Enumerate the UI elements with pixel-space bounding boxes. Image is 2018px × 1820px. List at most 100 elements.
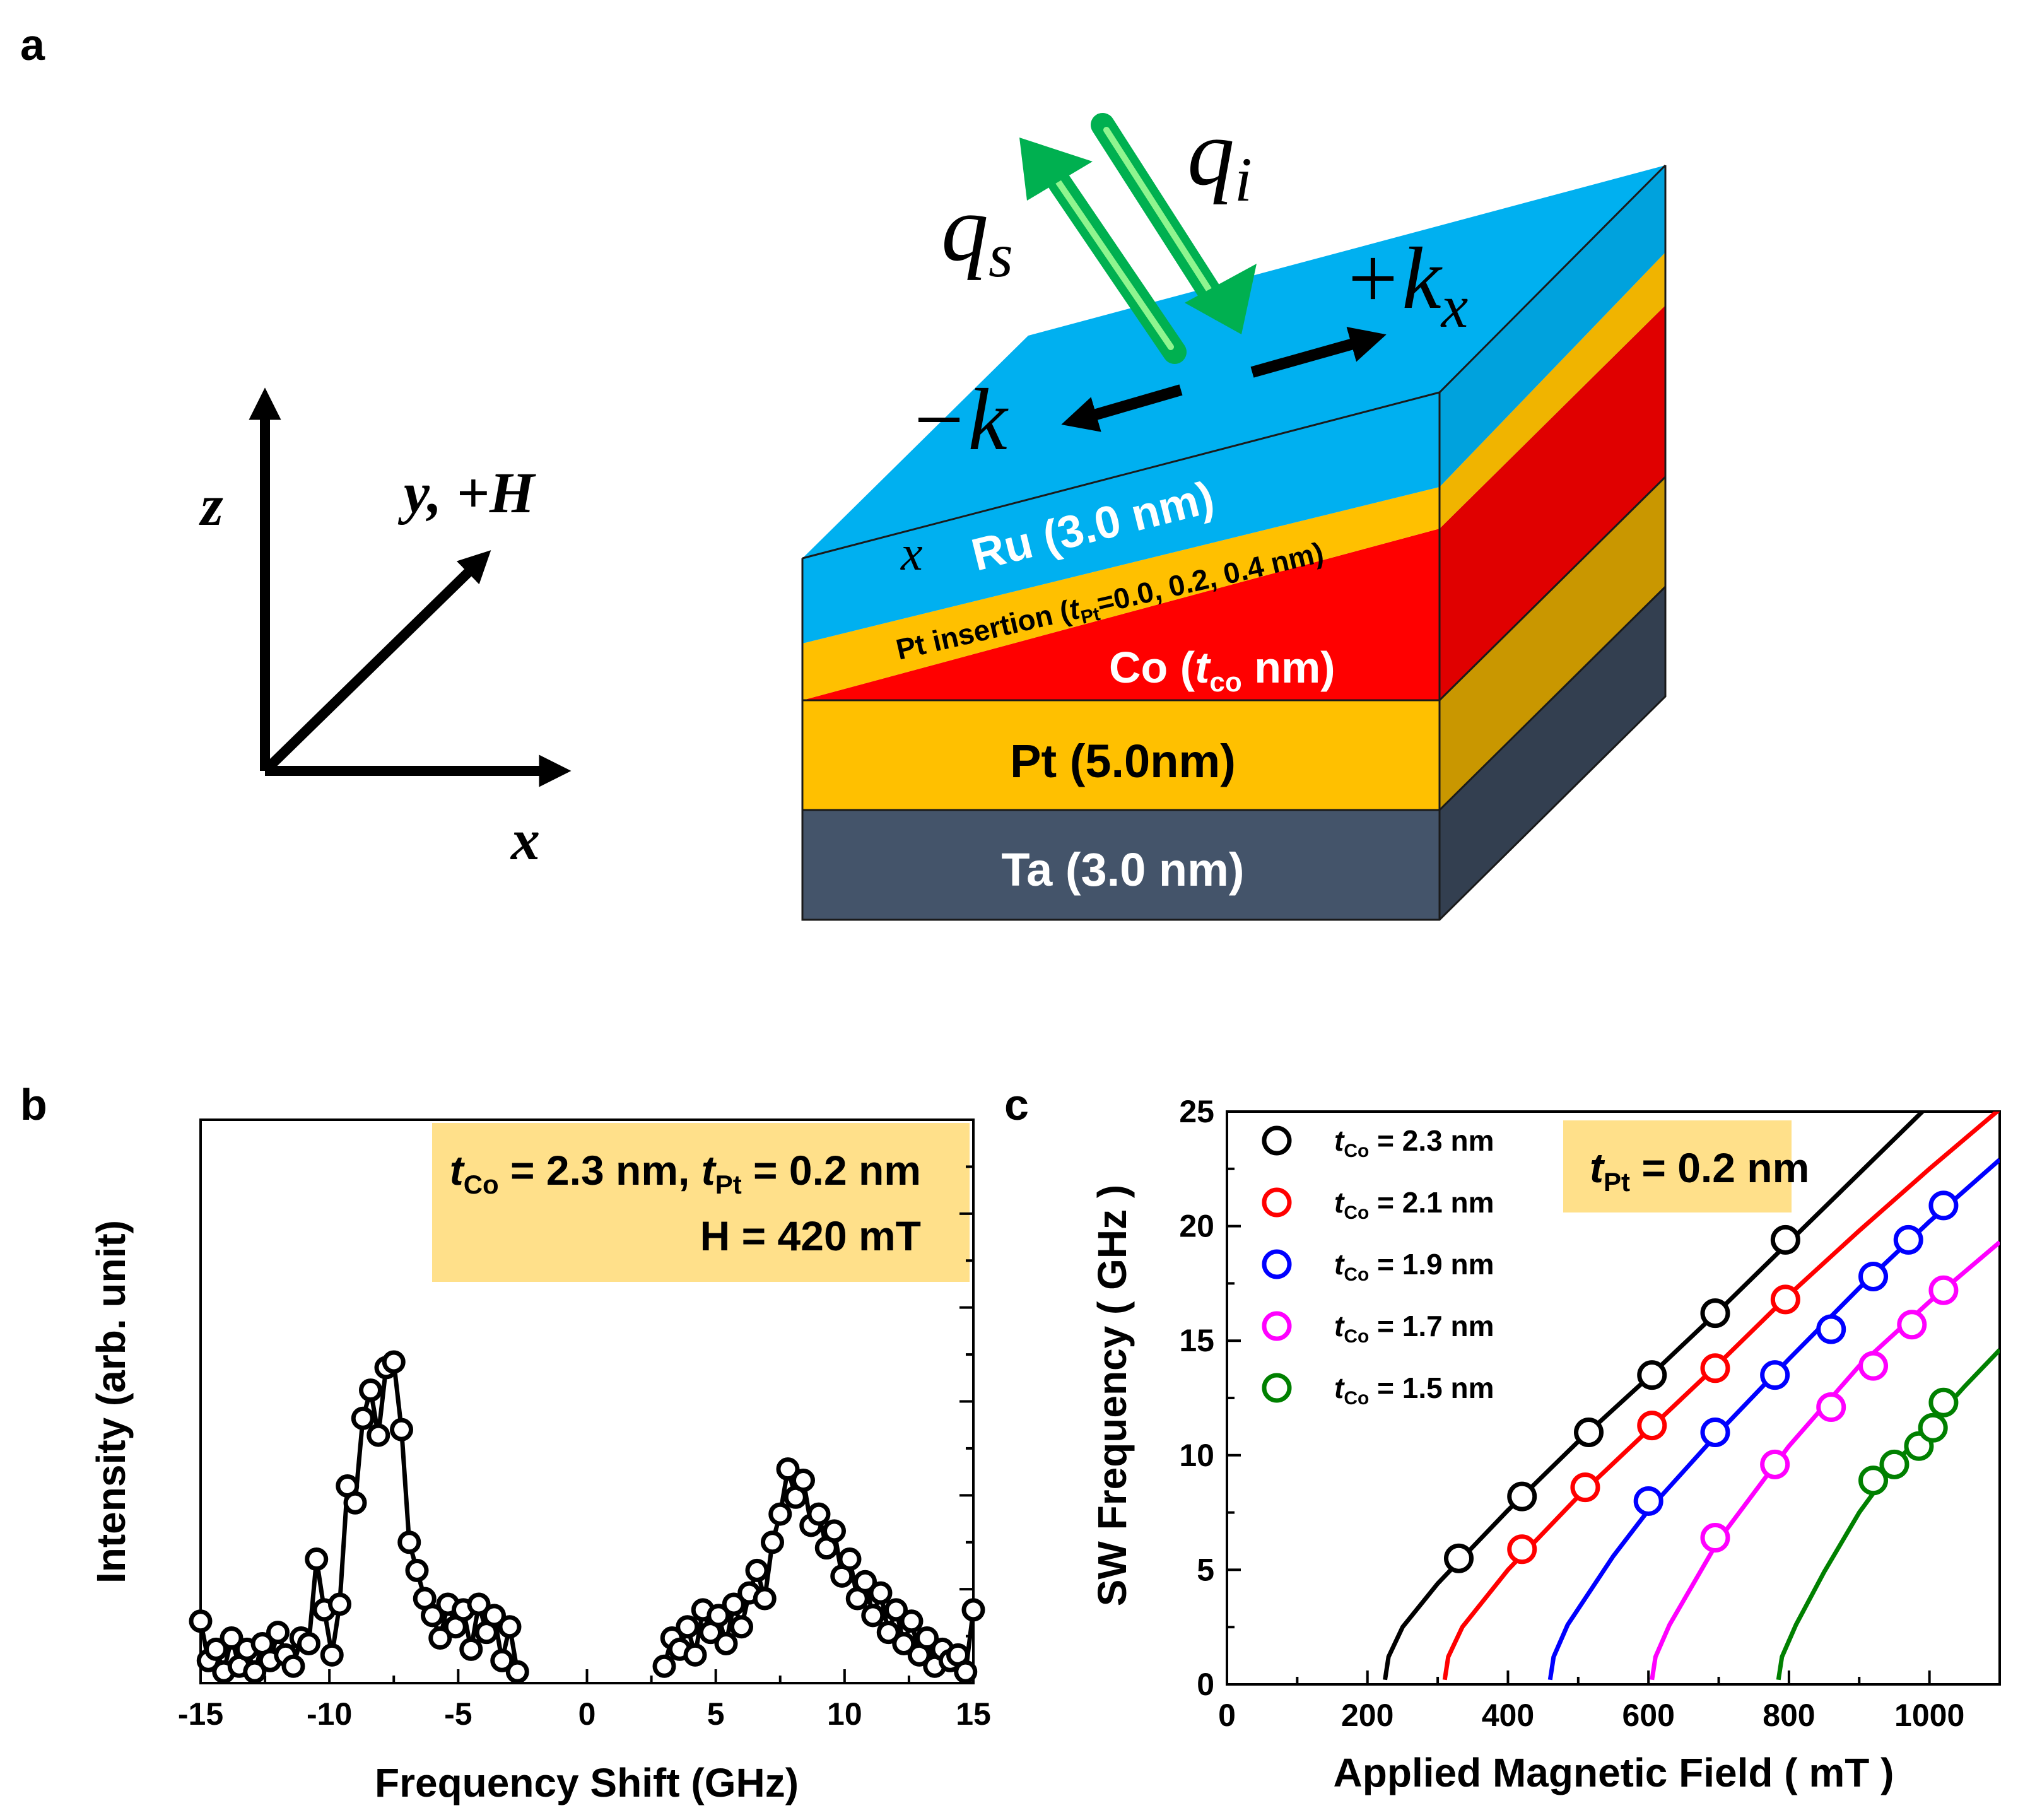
panel-b-data-point — [869, 1581, 893, 1605]
panel-c-data-point — [1928, 1275, 1959, 1305]
panel-c-x-tick-label: 200 — [1341, 1698, 1393, 1733]
panel-c-data-point — [1507, 1534, 1537, 1565]
panel-b-data-point — [305, 1547, 329, 1571]
panel-b-x-tick-label: 0 — [578, 1696, 596, 1732]
panel-b-data-point — [776, 1457, 800, 1481]
z-axis-label: z — [199, 473, 223, 537]
panel-b-data-point — [266, 1621, 290, 1645]
coordinate-axes: z y, +H x — [199, 387, 572, 872]
panel-c-y-tick-label: 15 — [1179, 1323, 1214, 1358]
panel-c-data-point — [1770, 1284, 1800, 1315]
y-field-axis-label: y, +H — [397, 461, 536, 525]
ru-layer-top — [802, 165, 1665, 558]
panel-b-data-point — [320, 1643, 344, 1667]
panel-b-data-point — [421, 1604, 444, 1628]
panel-b-data-point — [397, 1530, 421, 1554]
panel-c-y-tick-label: 10 — [1179, 1438, 1214, 1473]
light-beams: qs qi — [941, 100, 1257, 364]
panel-b-annotation-box — [432, 1123, 970, 1282]
panel-label-b: b — [20, 1080, 47, 1129]
panel-b-data-point — [900, 1609, 924, 1633]
scattered-beam-arrowhead — [1019, 138, 1093, 201]
co-layer-label: Co (tco nm) — [1109, 643, 1335, 698]
panel-b-data-point — [892, 1631, 916, 1655]
panel-b-data-point — [343, 1491, 367, 1515]
panel-c-data-point — [1858, 1465, 1889, 1496]
panel-b-data-point — [505, 1660, 529, 1684]
panel-c-legend-marker — [1262, 1249, 1292, 1279]
panel-b-data-point — [915, 1626, 939, 1650]
ta-layer-side — [1440, 587, 1665, 920]
panel-label-a: a — [20, 20, 45, 69]
panel-b-data-point — [854, 1570, 877, 1594]
panel-b-data-point — [467, 1592, 491, 1616]
panel-c-legend-label: tCo = 2.1 nm — [1334, 1186, 1494, 1223]
panel-b-data-point — [753, 1587, 777, 1611]
panel-b-data-point — [405, 1558, 429, 1582]
panel-b-data-point — [367, 1423, 390, 1447]
panel-b-data-point — [884, 1598, 908, 1622]
panel-b-annotation-line2: H = 420 mT — [700, 1212, 921, 1259]
panel-b-data-point — [676, 1615, 700, 1639]
panel-c-x-tick-label: 800 — [1763, 1698, 1815, 1733]
panel-b-data-point — [498, 1615, 522, 1639]
panel-b-data-point — [838, 1547, 862, 1571]
plus-k-arrow — [1250, 327, 1387, 378]
panel-c-x-tick-label: 0 — [1218, 1698, 1236, 1733]
panel-c-legend-label: tCo = 1.5 nm — [1334, 1371, 1494, 1409]
panel-c-legend-marker — [1262, 1311, 1292, 1341]
co-layer-side — [1440, 305, 1665, 700]
x-axis-label: x — [510, 807, 540, 872]
panel-b-annotation-line1: tCo = 2.3 nm, tPt = 0.2 nm — [450, 1147, 921, 1199]
panel-c-fit-curve — [1383, 1112, 1926, 1681]
panel-b-data-point — [204, 1637, 228, 1661]
panel-b-data-point — [823, 1519, 846, 1543]
panel-c-data-point — [1816, 1314, 1846, 1344]
minus-k-label: −k — [908, 371, 1009, 469]
incident-beam-label: qi — [1187, 100, 1252, 214]
panel-c-y-tick-label: 25 — [1179, 1094, 1214, 1129]
panel-b-x-tick-label: -15 — [178, 1696, 223, 1732]
panel-b-data-point — [328, 1592, 351, 1616]
panel-c-x-tick-label: 1000 — [1894, 1698, 1964, 1733]
panel-b-x-tick-label: 5 — [707, 1696, 725, 1732]
panel-b-data-point — [220, 1626, 243, 1650]
panel-c-annotation-box — [1563, 1120, 1792, 1212]
panel-c-data-point — [1928, 1190, 1959, 1221]
panel-b-data-point — [490, 1648, 514, 1672]
y-axis-arrow — [261, 550, 491, 775]
panel-c-x-tick-label: 600 — [1622, 1698, 1674, 1733]
panel-b-x-tick-label: 10 — [827, 1696, 862, 1732]
pt-insertion-layer-front — [802, 487, 1440, 700]
panel-b-data-point — [382, 1350, 406, 1374]
panel-c-legend-marker — [1262, 1373, 1292, 1403]
surface-x-label: x — [900, 525, 923, 580]
panel-c-fit-curve — [1776, 1348, 2000, 1681]
panel-b-data-point — [954, 1660, 978, 1684]
panel-c-data-point — [1700, 1417, 1730, 1447]
panel-b-data-point — [792, 1469, 815, 1493]
panel-c-data-point — [1897, 1310, 1927, 1340]
panel-c-y-tick-label: 20 — [1179, 1209, 1214, 1244]
panel-b-data-point — [707, 1604, 730, 1628]
panel-c-fit-curve — [1547, 1158, 2000, 1681]
panel-c-data-point — [1918, 1412, 1948, 1443]
panel-b-data-point — [390, 1418, 413, 1441]
panel-c-data-point — [1893, 1224, 1923, 1255]
panel-b-data-point — [761, 1530, 784, 1554]
panel-b-data-point — [359, 1378, 382, 1402]
panel-c-y-axis-label: SW Frequency ( GHz ) — [1089, 1185, 1135, 1607]
panel-b-x-tick-label: -10 — [307, 1696, 352, 1732]
panel-c-data-point — [1444, 1543, 1474, 1573]
panel-c-data-point — [1700, 1523, 1730, 1553]
panel-b-data-point — [652, 1654, 676, 1678]
panel-c-legend-label: tCo = 2.3 nm — [1334, 1124, 1494, 1161]
panel-b-data-point — [189, 1609, 213, 1633]
panel-b-data-point — [745, 1558, 769, 1582]
ru-layer-side — [1440, 165, 1665, 487]
panel-c-data-point — [1637, 1411, 1667, 1441]
panel-b-data-point — [722, 1592, 746, 1616]
panel-c-data-point — [1858, 1351, 1889, 1381]
panel-c-x-tick-label: 400 — [1482, 1698, 1534, 1733]
